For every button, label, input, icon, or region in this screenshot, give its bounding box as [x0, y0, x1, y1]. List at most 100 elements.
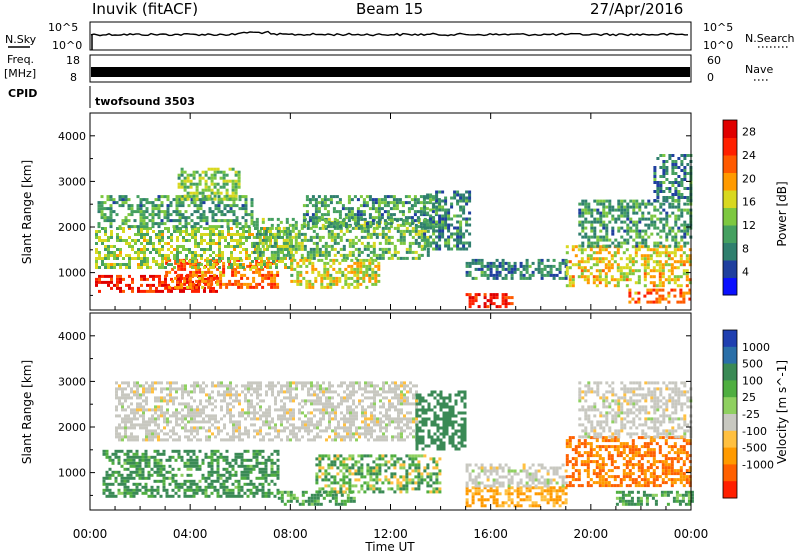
data-cell [644, 232, 648, 236]
data-cell [586, 269, 590, 273]
data-cell [241, 216, 245, 220]
data-cell [342, 247, 346, 251]
data-cell [655, 297, 659, 301]
data-cell [100, 195, 104, 199]
data-cell [210, 458, 214, 462]
data-cell [363, 223, 367, 227]
data-cell [161, 254, 164, 257]
data-cell [304, 423, 307, 427]
data-cell [384, 226, 388, 230]
data-cell [367, 423, 370, 427]
data-cell [368, 279, 372, 283]
data-cell [142, 420, 145, 424]
data-cell [423, 196, 427, 200]
data-cell [130, 411, 133, 415]
data-cell [115, 429, 118, 433]
data-cell [205, 429, 208, 433]
data-cell [106, 195, 110, 199]
data-cell [605, 235, 609, 239]
data-cell [565, 272, 569, 276]
data-cell [135, 491, 139, 495]
data-cell [438, 235, 442, 239]
data-cell [650, 232, 654, 236]
data-cell [239, 236, 242, 239]
data-cell [345, 256, 349, 260]
data-cell [270, 270, 274, 274]
data-cell [110, 274, 113, 278]
data-cell [317, 207, 321, 211]
data-cell [204, 273, 208, 277]
data-cell [121, 393, 124, 397]
data-cell [332, 225, 336, 229]
data-cell [456, 244, 460, 248]
data-cell [306, 226, 310, 230]
data-cell [152, 260, 155, 263]
data-cell [246, 482, 250, 486]
data-cell [201, 176, 205, 180]
data-cell [200, 236, 203, 239]
data-cell [673, 294, 677, 298]
data-cell [250, 417, 253, 421]
data-cell [133, 411, 136, 415]
data-cell [214, 219, 218, 223]
data-cell [335, 270, 339, 274]
data-cell [587, 241, 591, 245]
data-cell [377, 279, 381, 283]
data-cell [673, 266, 677, 270]
data-cell [381, 253, 385, 257]
data-cell [216, 191, 220, 195]
data-cell [115, 432, 118, 436]
data-cell [298, 429, 301, 433]
data-cell [121, 408, 124, 412]
data-cell [258, 488, 262, 492]
data-cell [175, 204, 179, 208]
data-cell [292, 429, 295, 433]
data-cell [190, 438, 193, 442]
data-cell [444, 211, 448, 215]
data-cell [208, 414, 211, 418]
data-cell [462, 241, 466, 245]
data-cell [619, 269, 623, 273]
data-cell [423, 244, 427, 248]
data-cell [680, 229, 684, 233]
data-cell [154, 417, 157, 421]
data-cell [223, 204, 227, 208]
data-cell [171, 267, 175, 271]
data-cell [127, 426, 130, 430]
data-cell [124, 429, 127, 433]
data-cell [495, 264, 499, 268]
data-cell [413, 219, 417, 223]
data-cell [407, 207, 411, 211]
data-cell [145, 399, 148, 403]
data-cell [290, 267, 294, 271]
data-cell [301, 423, 304, 427]
data-cell [115, 390, 118, 394]
data-cell [234, 470, 238, 474]
data-cell [661, 288, 665, 292]
data-cell [635, 232, 639, 236]
data-cell [402, 238, 406, 242]
data-cell [349, 381, 352, 385]
data-cell [233, 245, 236, 248]
data-cell [587, 208, 591, 212]
data-cell [177, 173, 181, 177]
data-cell [154, 411, 157, 415]
data-cell [596, 199, 600, 203]
data-cell [683, 157, 687, 160]
data-cell [647, 235, 651, 239]
data-cell [133, 435, 136, 439]
data-cell [233, 248, 236, 251]
data-cell [218, 230, 221, 233]
data-cell [410, 207, 414, 211]
data-cell [334, 411, 337, 415]
data-cell [316, 396, 319, 400]
data-cell [157, 417, 160, 421]
data-cell [574, 263, 578, 267]
data-cell [432, 241, 436, 245]
data-cell [450, 235, 454, 239]
data-cell [205, 435, 208, 439]
data-cell [97, 204, 101, 208]
data-cell [121, 222, 125, 226]
data-cell [178, 411, 181, 415]
data-cell [305, 264, 309, 268]
